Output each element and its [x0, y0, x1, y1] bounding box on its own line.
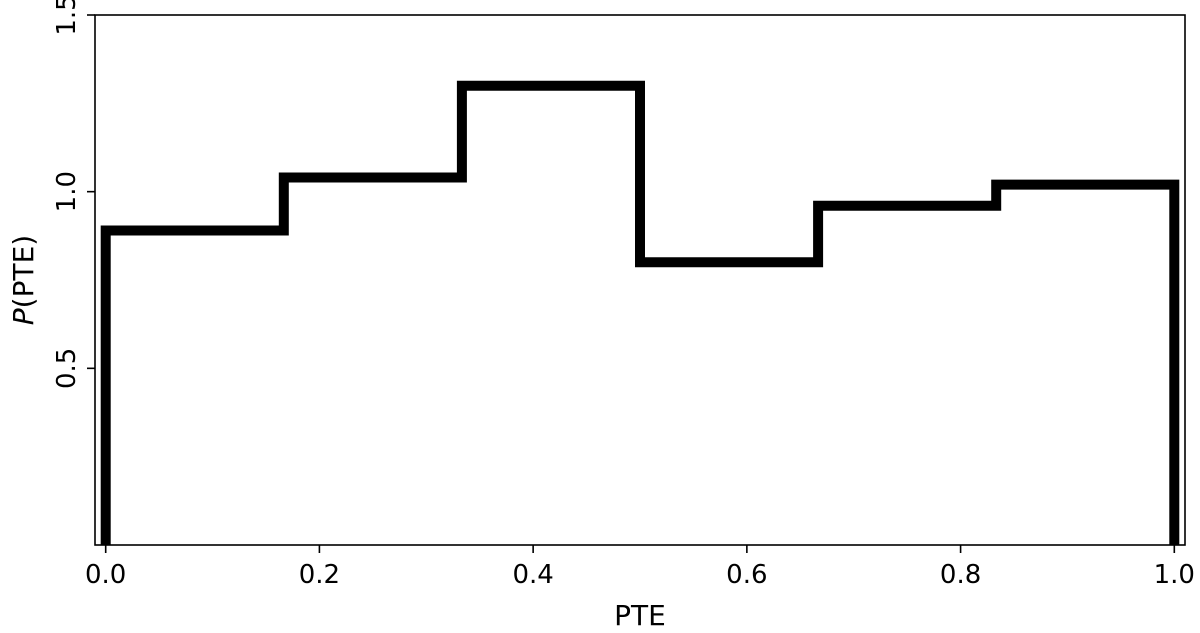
y-tick-label: 0.5	[52, 348, 82, 389]
histogram-bin	[462, 86, 640, 545]
histogram-bin	[106, 231, 284, 545]
y-axis-title: P(PTE)	[7, 235, 40, 325]
x-tick-label: 0.8	[940, 560, 981, 590]
x-tick-label: 0.0	[85, 560, 126, 590]
ticks-layer: 0.0 0.2 0.4 0.6 0.8 1.0 0.5 1.0 1.5	[52, 0, 1195, 590]
x-tick-label: 0.6	[726, 560, 767, 590]
y-tick-label: 1.5	[52, 0, 82, 36]
y-tick-label: 1.0	[52, 171, 82, 212]
plot-frame	[94, 14, 1186, 546]
x-axis-title: PTE	[614, 599, 666, 632]
histogram-step-line	[100, 80, 1180, 545]
histogram-bin	[818, 206, 996, 545]
histogram-bin	[284, 178, 462, 545]
x-tick-label: 0.4	[512, 560, 553, 590]
x-tick-label: 0.2	[299, 560, 340, 590]
histogram-bin	[640, 262, 818, 545]
histogram-bin	[996, 185, 1174, 545]
x-tick-label: 1.0	[1154, 560, 1195, 590]
plot-layer	[100, 80, 1180, 545]
